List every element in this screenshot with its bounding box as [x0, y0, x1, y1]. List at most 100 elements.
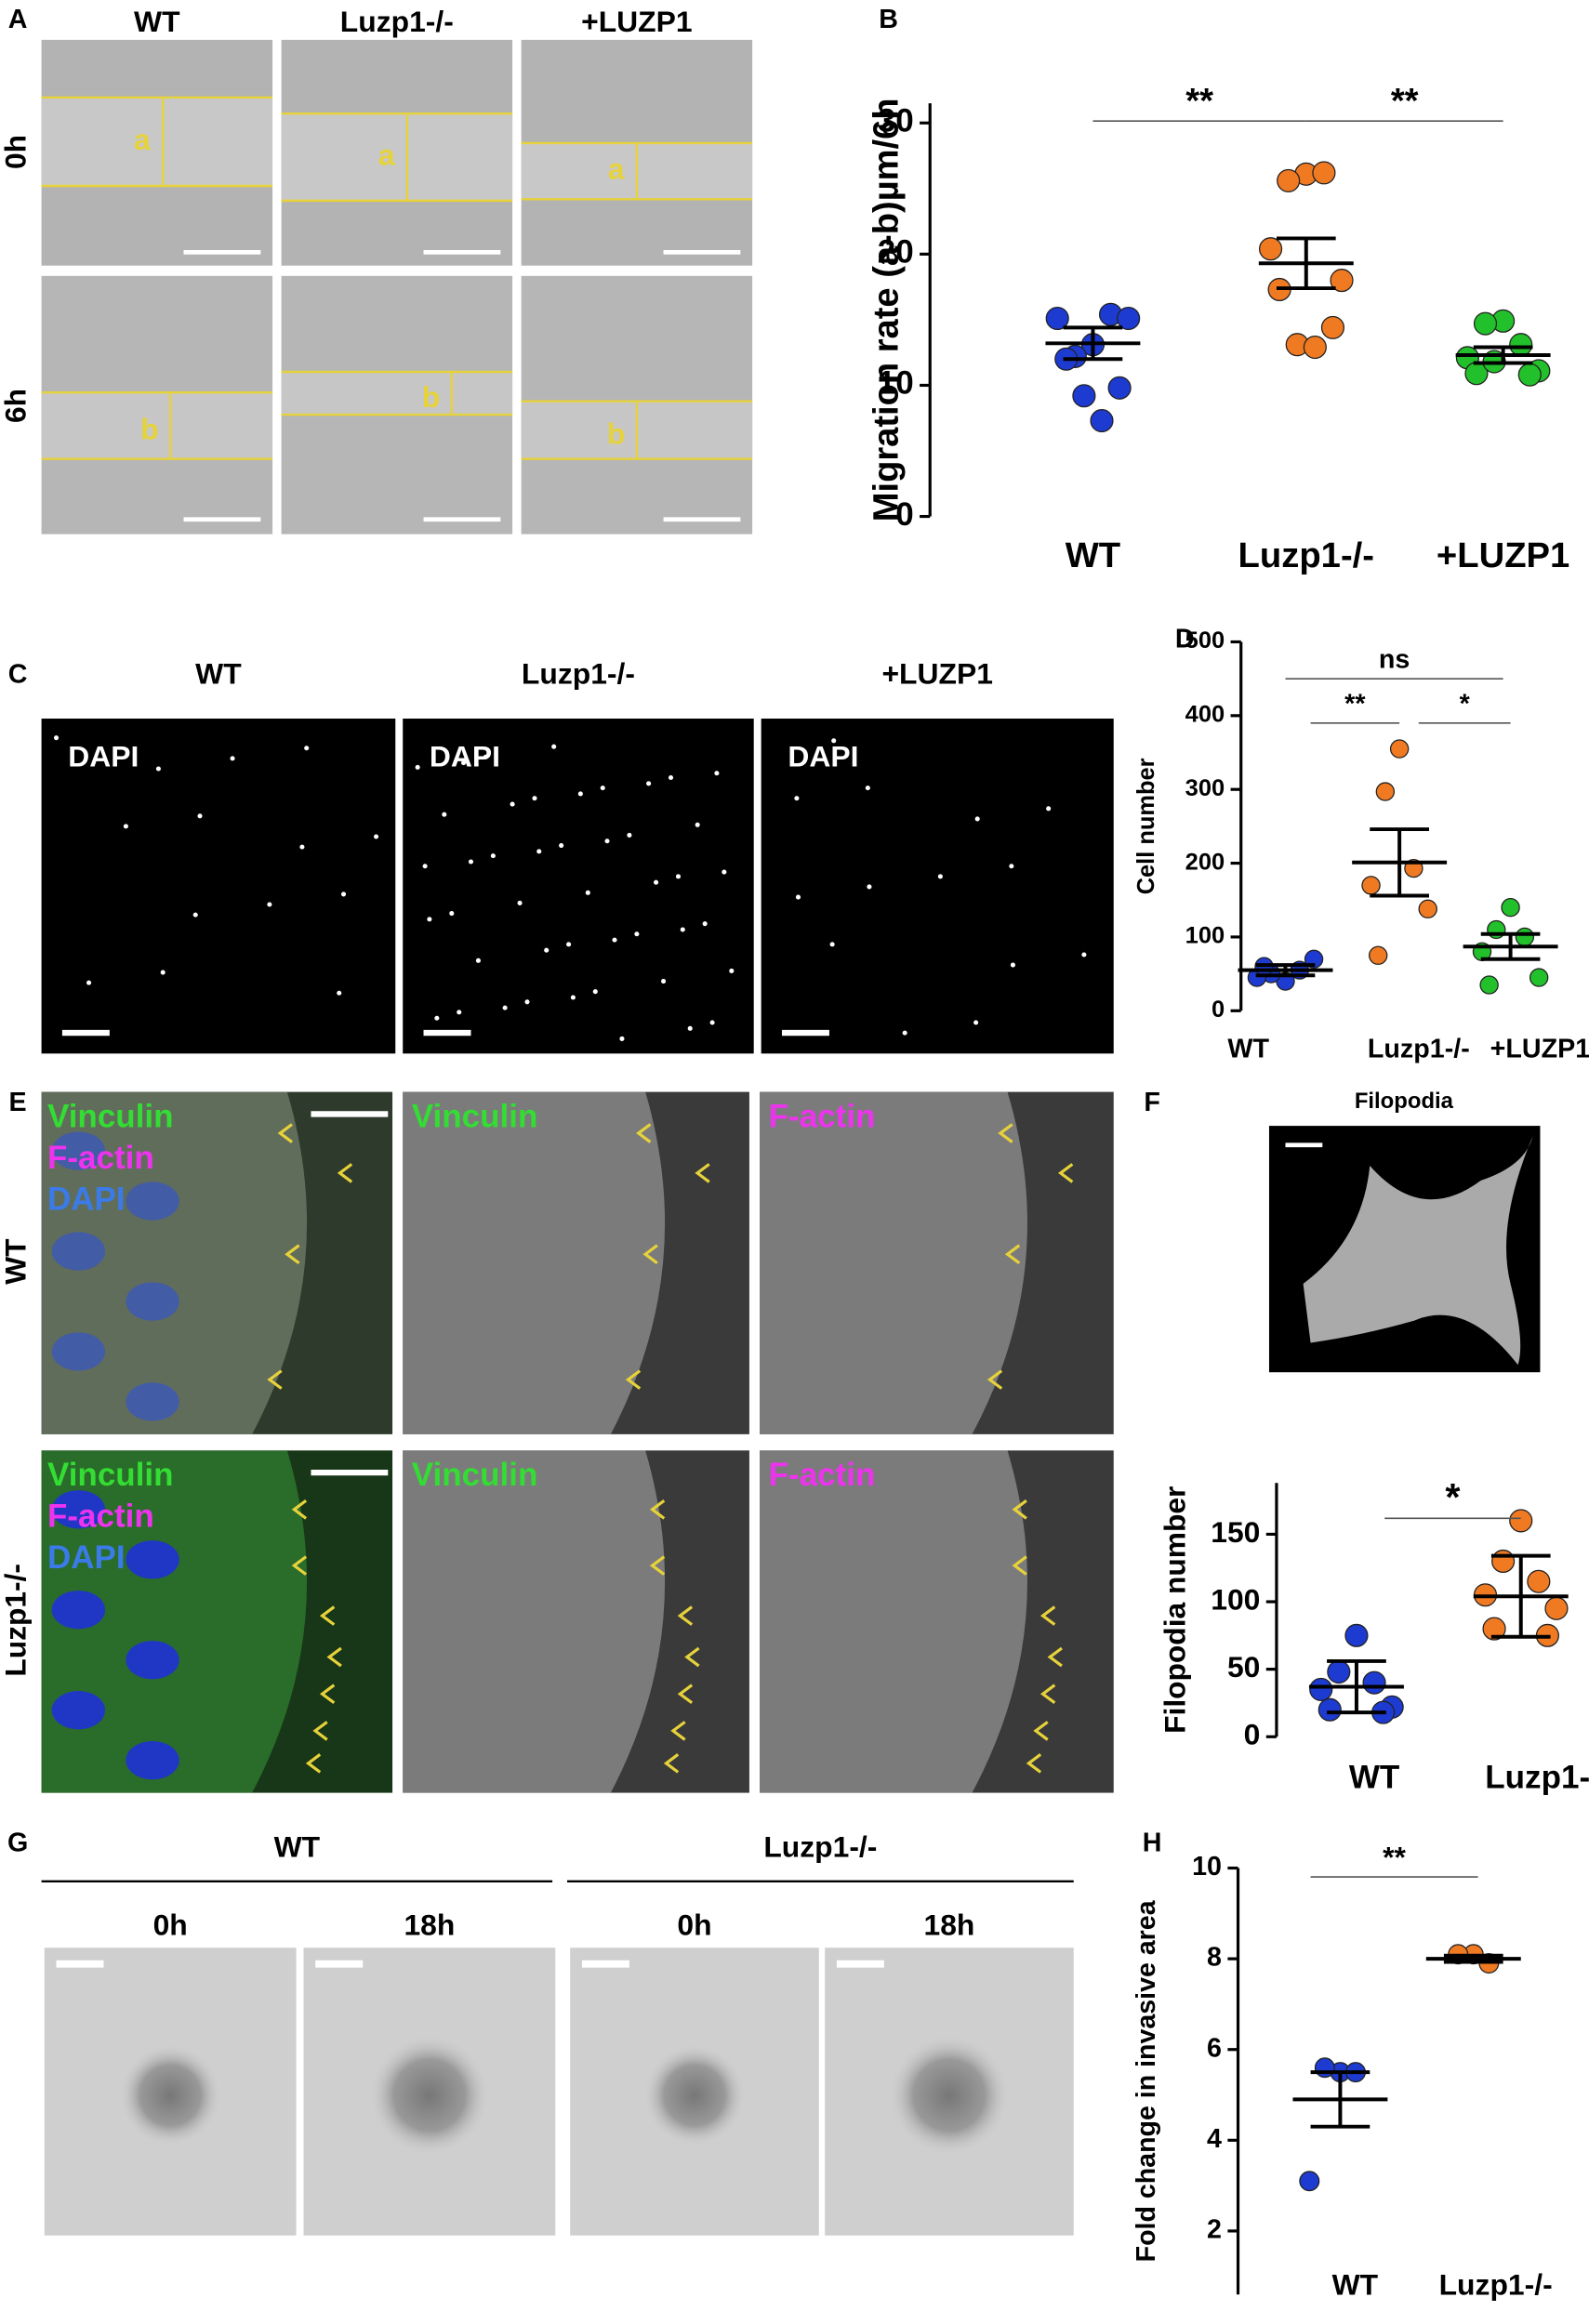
y-axis-label: Fold change in invasive area — [1132, 1899, 1161, 2262]
stain-label: DAPI — [430, 739, 500, 772]
nucleus — [86, 980, 92, 985]
nucleus — [427, 917, 432, 922]
group-label: WT — [274, 1829, 321, 1863]
panel-label: H — [1143, 1829, 1162, 1858]
data-point — [1501, 898, 1520, 918]
x-tick-label: Luzp1-/- — [1439, 2268, 1553, 2302]
channel-label: Vinculin — [47, 1457, 174, 1493]
nucleus — [668, 774, 674, 781]
data-point — [1072, 384, 1096, 408]
nucleus — [566, 942, 572, 947]
nucleus — [974, 816, 980, 822]
data-point — [1529, 968, 1549, 987]
cell-area — [41, 1450, 308, 1793]
nucleus — [619, 1036, 625, 1041]
cell-area — [760, 1450, 1027, 1793]
gap — [281, 113, 513, 201]
nucleus — [544, 947, 550, 953]
y-tick-label: 30 — [878, 103, 914, 139]
data-point — [1107, 376, 1132, 400]
y-tick-label: 400 — [1185, 702, 1225, 728]
y-tick-label: 6 — [1207, 2033, 1222, 2063]
nucleus — [126, 1182, 179, 1221]
nucleus — [1009, 864, 1014, 869]
time-label: 18h — [404, 1908, 455, 1941]
nucleus — [337, 990, 342, 996]
data-point — [1418, 899, 1437, 918]
nucleus — [422, 864, 428, 869]
nucleus — [1081, 952, 1087, 957]
gap-label: a — [378, 138, 395, 171]
nucleus — [51, 1691, 106, 1730]
arrowhead — [305, 1753, 322, 1774]
data-point — [1517, 363, 1542, 387]
nucleus — [51, 1332, 106, 1371]
nucleus — [794, 796, 800, 801]
gap-label: b — [607, 416, 625, 450]
arrowhead — [677, 1605, 694, 1626]
y-tick-label: 500 — [1185, 627, 1225, 654]
nucleus — [502, 1005, 508, 1010]
data-point — [1544, 1596, 1569, 1620]
stain-label: DAPI — [68, 739, 139, 772]
gap — [281, 372, 513, 416]
arrowhead — [1026, 1753, 1042, 1774]
panel-label: B — [879, 5, 898, 34]
error-bar — [1480, 931, 1541, 961]
nucleus — [126, 1282, 179, 1321]
nucleus — [123, 824, 128, 829]
x-tick-label: WT — [1349, 1760, 1399, 1796]
y-tick-label: 300 — [1185, 775, 1225, 801]
nucleus — [517, 900, 523, 905]
data-point — [1369, 945, 1388, 965]
nucleus — [1010, 962, 1015, 968]
cell — [1303, 1136, 1533, 1366]
nucleus — [475, 957, 482, 963]
nucleus — [415, 764, 420, 770]
stain-label: DAPI — [788, 739, 858, 772]
nucleus — [192, 912, 198, 918]
time-label: 18h — [923, 1908, 974, 1941]
significance-label: ** — [1391, 81, 1419, 121]
arrowhead — [1004, 1244, 1021, 1264]
arrowhead — [998, 1123, 1013, 1143]
cell-area — [760, 1091, 1027, 1434]
x-tick-label: +LUZP1 — [1490, 1035, 1589, 1064]
nucleus — [51, 1232, 106, 1271]
nucleus — [304, 746, 310, 751]
arrowhead — [1033, 1721, 1049, 1741]
significance-label: * — [1445, 1476, 1461, 1519]
cell-area — [41, 1091, 308, 1434]
data-point — [1320, 315, 1345, 339]
data-point — [1375, 782, 1396, 801]
nucleus — [442, 812, 447, 817]
channel-label: DAPI — [47, 1181, 126, 1217]
arrowhead — [642, 1244, 658, 1264]
nucleus — [612, 937, 617, 943]
error-bar — [1255, 963, 1316, 978]
data-point — [1361, 876, 1381, 895]
y-tick-label: 50 — [1227, 1650, 1260, 1684]
data-point — [1491, 1549, 1516, 1574]
error-bar — [1063, 325, 1123, 362]
nucleus — [551, 744, 557, 749]
data-point — [1299, 2171, 1320, 2192]
x-tick-label: Luzp1-/- — [1485, 1760, 1589, 1796]
panel-label: F — [1144, 1088, 1160, 1117]
nucleus — [374, 834, 379, 839]
nucleus — [646, 781, 652, 786]
group-label: Luzp1-/- — [763, 1829, 877, 1863]
time-label: 0h — [677, 1908, 711, 1941]
column-label: Luzp1-/- — [522, 656, 635, 690]
row-label: 0h — [0, 135, 33, 169]
nucleus — [634, 931, 640, 937]
row-label: Luzp1-/- — [0, 1564, 33, 1677]
nucleus — [468, 859, 474, 865]
error-bar — [1443, 1953, 1503, 1964]
error-bar — [1327, 1658, 1386, 1715]
channel-label: F-actin — [769, 1457, 876, 1493]
significance-label: ns — [1379, 645, 1410, 675]
arrowhead — [291, 1555, 308, 1576]
y-tick-label: 200 — [1185, 849, 1225, 875]
